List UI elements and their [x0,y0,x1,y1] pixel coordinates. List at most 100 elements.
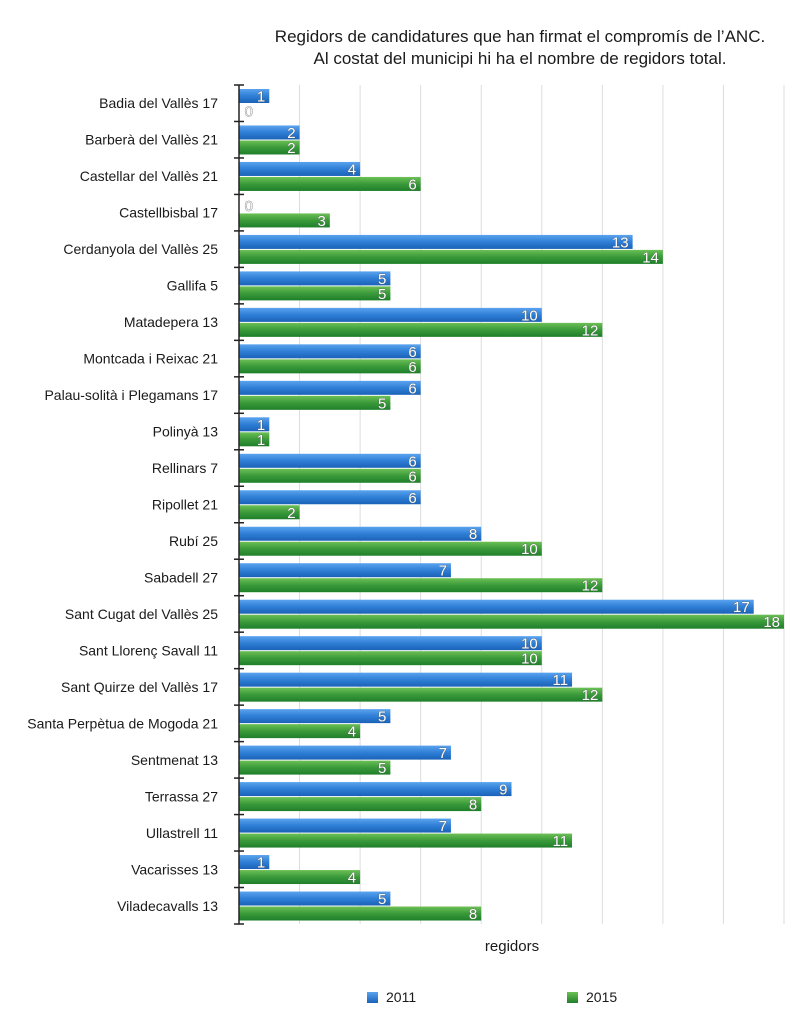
y-axis [234,84,244,925]
value-label-2015: 10 [521,541,538,558]
bar-2015 [239,140,300,155]
value-label-2011: 0 [245,198,253,215]
bar-2015 [239,614,784,629]
bar-2015 [239,213,330,228]
bar-2015 [239,541,542,556]
value-label-2015: 5 [378,286,386,303]
value-label-2015: 8 [469,797,477,814]
value-label-2011: 6 [408,344,416,361]
value-label-2015: 12 [582,687,599,704]
value-label-2015: 4 [348,724,356,741]
bar-2011 [239,271,391,286]
category-label: Badia del Vallès 17 [99,95,218,111]
legend-item-2015: 2015 [567,989,617,1005]
bar-2015 [239,432,270,447]
value-label-2011: 1 [257,417,265,434]
bar-2011 [239,636,542,651]
category-label: Cerdanyola del Vallès 25 [63,241,218,257]
bar-2011 [239,599,754,614]
category-label: Castellbisbal 17 [119,205,218,221]
value-label-2011: 7 [439,745,447,762]
category-label: Terrassa 27 [145,788,218,804]
bar-2011 [239,417,270,432]
legend-label-2011: 2011 [386,989,417,1005]
value-label-2015: 3 [317,213,325,230]
value-label-2011: 4 [348,161,356,178]
category-label: Palau-solità i Plegamans 17 [44,387,218,403]
category-label: Barberà del Vallès 21 [85,132,218,148]
bar-2015 [239,724,361,739]
bar-2015 [239,651,542,666]
value-label-2011: 6 [408,453,416,470]
bar-2011 [239,89,270,103]
category-label: Sabadell 27 [144,569,218,585]
value-label-2015: 8 [469,906,477,923]
bar-2011 [239,709,391,724]
bar-2015 [239,359,421,374]
bar-2011 [239,672,573,687]
category-label: Vacarisses 13 [131,861,218,877]
value-label-2011: 7 [439,818,447,835]
value-label-2015: 10 [521,651,538,668]
bar-2015 [239,578,603,593]
value-label-2011: 17 [733,599,750,616]
category-label: Polinyà 13 [153,424,219,440]
value-label-2011: 5 [378,891,386,908]
value-label-2015: 2 [287,140,295,157]
value-label-2015: 11 [552,833,568,850]
bar-2015 [239,906,482,921]
value-label-2011: 9 [499,782,507,799]
category-label: Castellar del Vallès 21 [80,168,218,184]
category-label: Sant Quirze del Vallès 17 [61,679,218,695]
value-label-2011: 1 [257,89,265,106]
bar-2011 [239,855,270,870]
legend-swatch-2015 [567,991,578,1003]
bar-2011 [239,380,421,395]
bar-2015 [239,797,482,812]
category-label: Rubí 25 [169,533,218,549]
category-label: Montcada i Reixac 21 [83,351,218,367]
bar-2015 [239,176,421,191]
value-label-2015: 5 [378,395,386,412]
value-label-2015: 2 [287,505,295,522]
bar-2015 [239,322,603,337]
category-label: Rellinars 7 [152,460,218,476]
bar-2011 [239,891,391,906]
legend-item-2011: 2011 [367,989,416,1005]
bar-2011 [239,161,361,176]
bar-2015 [239,833,573,848]
category-labels: Badia del Vallès 17 Barberà del Vallès 21… [27,95,218,914]
bar-2011 [239,490,421,505]
value-label-2011: 11 [552,672,568,689]
value-label-2011: 13 [612,234,629,251]
bar-2015 [239,760,391,775]
category-label: Ullastrell 11 [146,825,218,841]
bar-2011 [239,453,421,468]
value-label-2011: 1 [257,855,265,872]
chart-title-line-1: Regidors de candidatures que han firmat … [274,27,766,46]
category-label: Viladecavalls 13 [117,898,218,914]
bar-2015 [239,468,421,483]
value-label-2011: 6 [408,380,416,397]
value-label-2015: 12 [582,578,599,595]
value-label-2015: 4 [348,870,356,887]
bar-2011 [239,344,421,359]
value-label-2011: 10 [521,636,538,653]
category-label: Sant Llorenç Savall 11 [79,642,218,658]
bar-2011 [239,818,451,833]
bar-2015 [239,870,361,885]
value-label-2011: 7 [439,563,447,580]
chart-title-line-2: Al costat del municipi hi ha el nombre d… [313,49,727,68]
value-label-2015: 1 [257,432,265,449]
value-label-2015: 6 [408,176,416,193]
bar-2015 [239,687,603,702]
bar-2011 [239,526,482,541]
category-label: Ripollet 21 [152,497,218,513]
bar-2011 [239,745,451,760]
bar-2011 [239,125,300,140]
legend-label-2015: 2015 [586,989,618,1005]
legend-swatch-2011 [367,991,378,1003]
bar-2015 [239,395,391,410]
value-label-2011: 8 [469,526,477,543]
